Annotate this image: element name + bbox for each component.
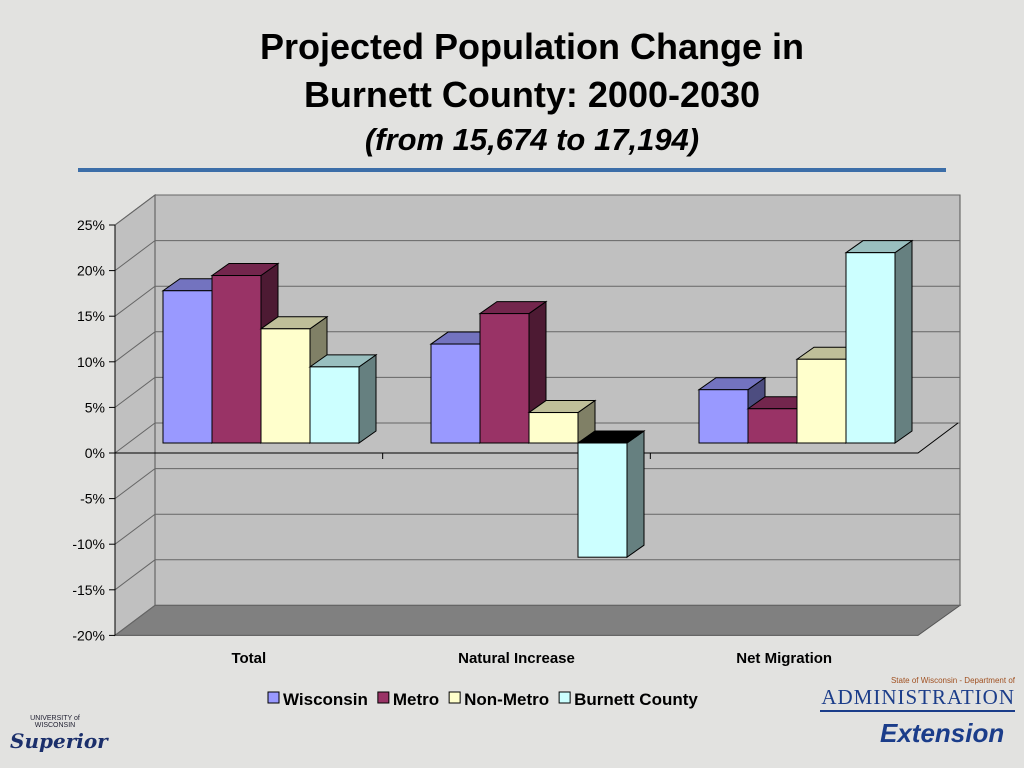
x-tick-label: Total	[231, 650, 266, 667]
uw-extension-logo: Extension	[880, 718, 1005, 748]
bar-front	[162, 290, 213, 444]
y-tick-label: -20%	[72, 627, 105, 643]
gridline	[114, 604, 960, 636]
gridline	[114, 422, 960, 454]
bar-metro	[478, 300, 548, 444]
bar-side	[894, 239, 913, 444]
x-tick-label: Net Migration	[736, 650, 832, 667]
title-divider	[78, 168, 946, 172]
y-tick-label: -5%	[80, 491, 105, 507]
bar-side	[626, 430, 645, 559]
gridline	[114, 240, 960, 272]
floor	[113, 604, 962, 636]
y-tick-label: 15%	[77, 308, 105, 324]
y-tick-label: 10%	[77, 354, 105, 370]
bar-front	[211, 275, 262, 444]
gridline	[114, 559, 960, 591]
y-tick-label: -15%	[72, 582, 105, 598]
doa-logo: State of Wisconsin - Department of ADMINI…	[820, 676, 1015, 712]
y-tick-label: 5%	[85, 399, 105, 415]
bar-burnett-county	[844, 239, 914, 444]
y-tick-label: 25%	[77, 217, 105, 233]
logo-text: ADMINISTRATION	[820, 685, 1015, 712]
bar-front	[260, 328, 311, 444]
bar-burnett-county	[308, 353, 378, 444]
y-tick-label: -10%	[72, 536, 105, 552]
legend-label: Metro	[393, 690, 439, 709]
bar-front	[479, 313, 530, 444]
chart-title-line2: Burnett County: 2000-2030	[303, 74, 761, 115]
bar-front	[698, 389, 749, 444]
bar-front	[528, 412, 579, 444]
gridline	[114, 285, 960, 317]
gridline	[114, 331, 960, 363]
legend-label: Burnett County	[574, 690, 698, 709]
chart-title: Projected Population Change in	[259, 26, 805, 67]
bar-side	[358, 353, 377, 444]
gridline	[114, 468, 960, 500]
logo-text: Superior	[10, 729, 108, 753]
bar-burnett-county	[576, 430, 646, 559]
legend-label: Non-Metro	[464, 690, 549, 709]
gridline	[114, 376, 960, 408]
legend-swatch	[448, 691, 461, 704]
bar-front	[577, 442, 628, 558]
x-tick-label: Natural Increase	[458, 650, 575, 667]
bar-non-metro	[527, 399, 597, 444]
chart-subtitle: (from 15,674 to 17,194)	[364, 122, 700, 157]
side-wall	[114, 194, 156, 637]
y-tick-label: 20%	[77, 263, 105, 279]
legend-swatch	[377, 691, 390, 704]
logo-text: UNIVERSITY of WISCONSIN	[30, 715, 80, 729]
gridline	[114, 513, 960, 545]
bar-front	[747, 408, 798, 444]
legend-swatch	[267, 691, 280, 704]
y-tick-label: 0%	[85, 445, 105, 461]
bar-front	[430, 343, 481, 444]
bar-front	[309, 366, 360, 444]
bar-front	[796, 358, 847, 444]
uw-superior-logo: UNIVERSITY of WISCONSIN Superior	[10, 715, 108, 760]
legend-label: Wisconsin	[283, 690, 368, 709]
bar-front	[845, 252, 896, 444]
logo-text: State of Wisconsin - Department of	[890, 676, 1015, 685]
legend-swatch	[558, 691, 571, 704]
gridline	[114, 194, 960, 226]
